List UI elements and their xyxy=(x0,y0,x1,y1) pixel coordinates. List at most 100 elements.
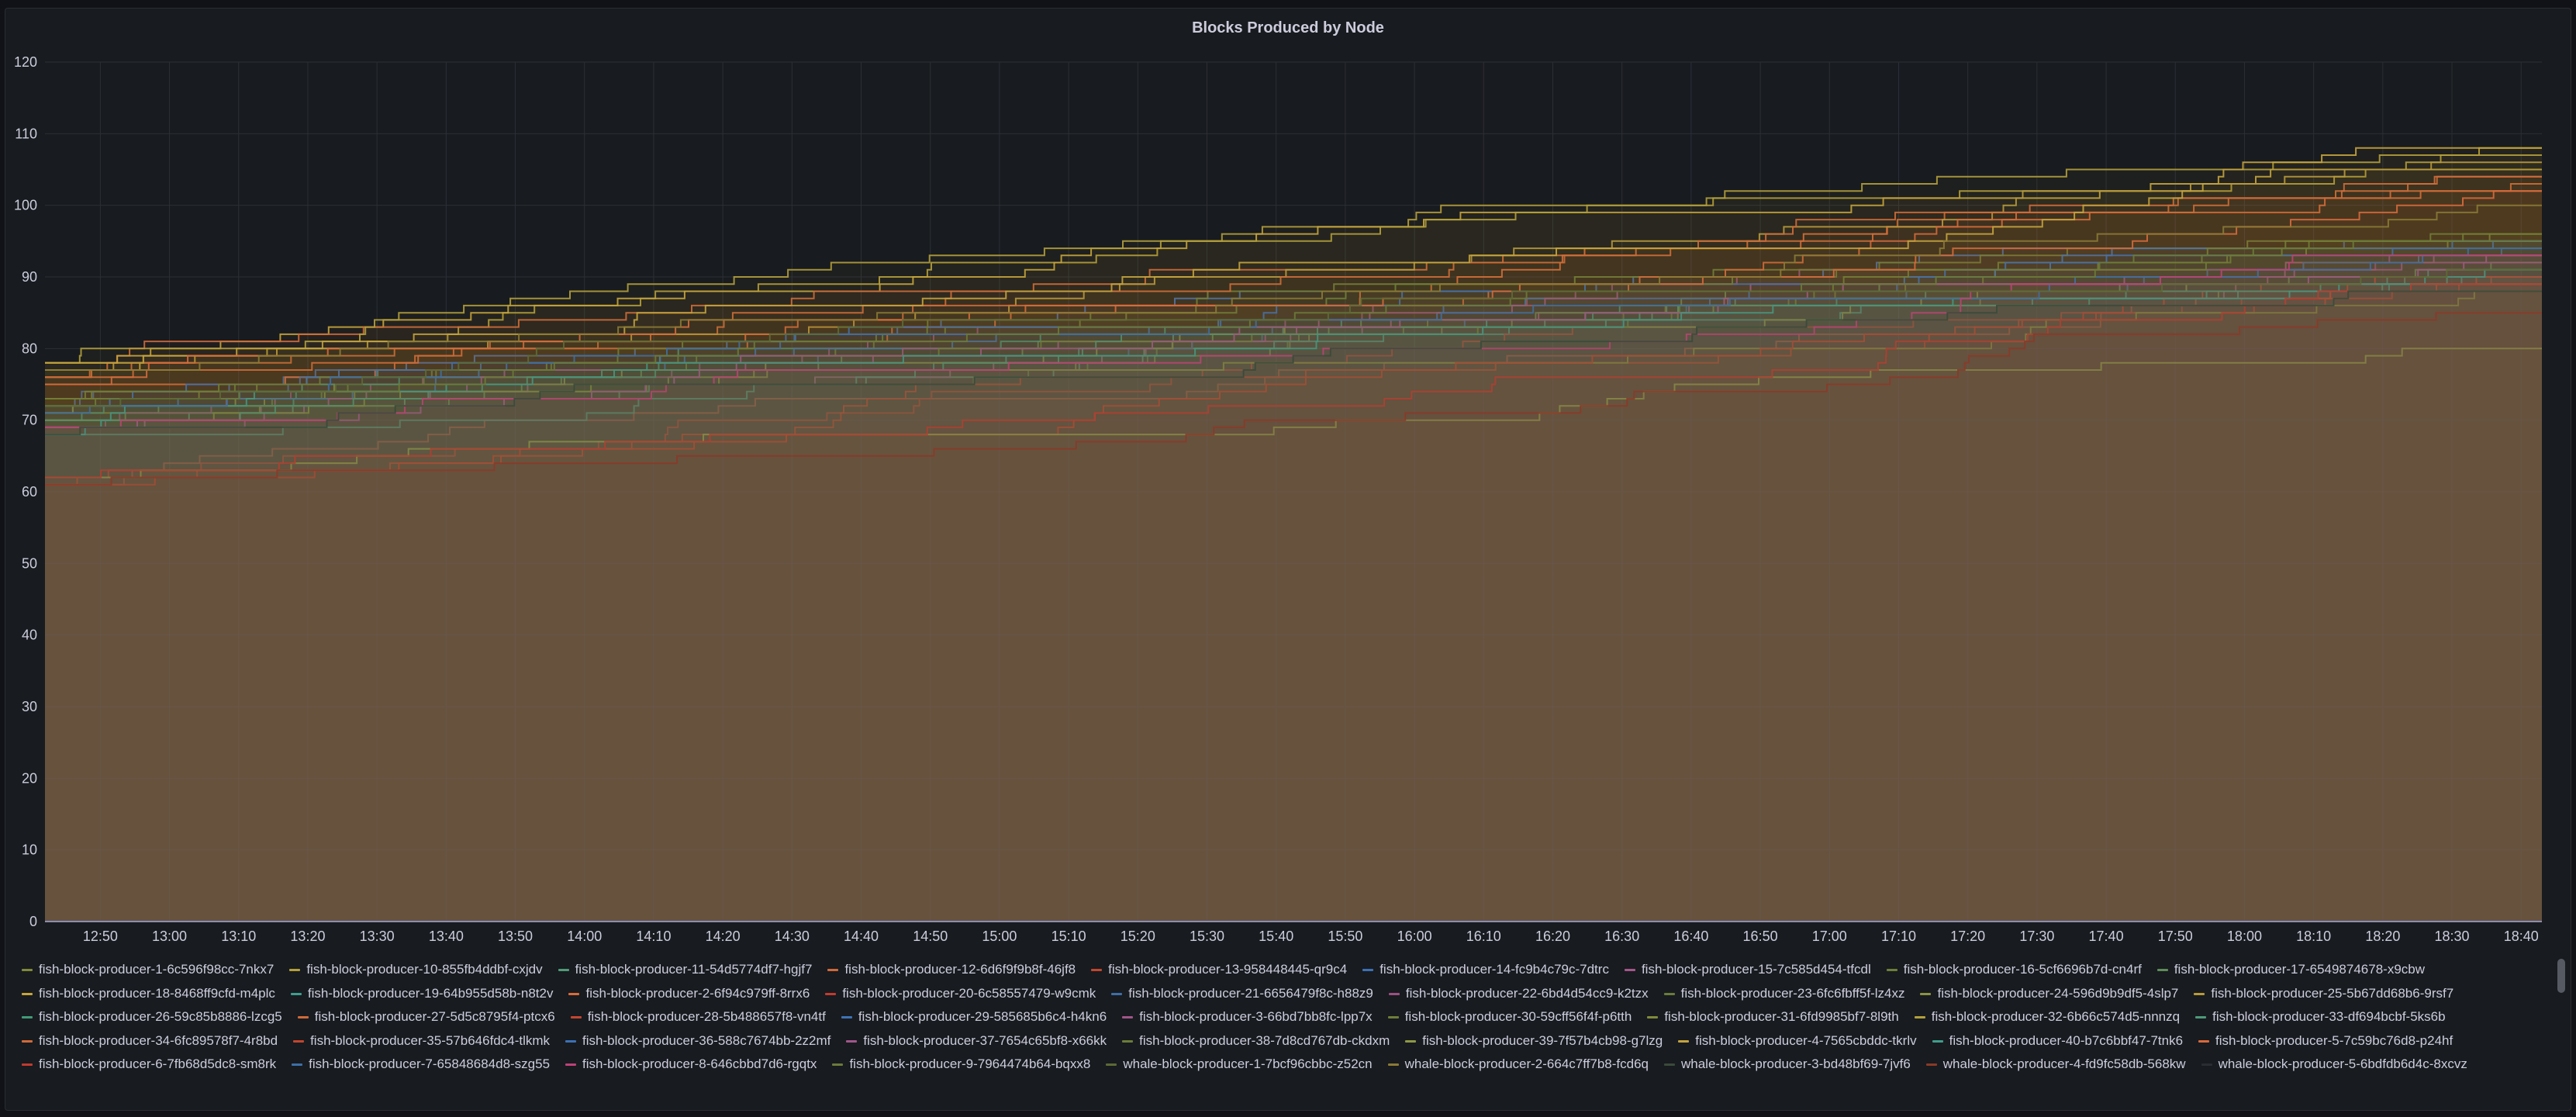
legend-item[interactable]: fish-block-producer-12-6d6f9f9b8f-46jf8 xyxy=(827,958,1076,982)
series-line xyxy=(45,154,2542,364)
legend-item[interactable]: fish-block-producer-33-df694bcbf-5ks6b xyxy=(2195,1005,2446,1029)
x-tick-label: 13:00 xyxy=(152,929,187,944)
legend-swatch xyxy=(1387,1016,1399,1019)
series-line xyxy=(45,161,2542,371)
series-area xyxy=(45,240,2542,922)
legend-item[interactable]: fish-block-producer-31-6fd9985bf7-8l9th xyxy=(1647,1005,1899,1029)
series-area xyxy=(45,277,2542,922)
legend-item[interactable]: fish-block-producer-40-b7c6bbf47-7tnk6 xyxy=(1932,1029,2183,1053)
x-tick-label: 18:00 xyxy=(2227,929,2262,944)
legend-item[interactable]: fish-block-producer-24-596d9b9df5-4slp7 xyxy=(1920,982,2178,1006)
legend-item[interactable]: fish-block-producer-17-6549874678-x9cbw xyxy=(2156,958,2425,982)
legend-item[interactable]: fish-block-producer-30-59cff56f4f-p6tth xyxy=(1387,1005,1632,1029)
legend-item[interactable]: fish-block-producer-1-6c596f98cc-7nkx7 xyxy=(22,958,274,982)
legend-item[interactable]: fish-block-producer-8-646cbbd7d6-rgqtx xyxy=(565,1053,817,1077)
legend-item[interactable]: fish-block-producer-3-66bd7bb8fc-lpp7x xyxy=(1122,1005,1373,1029)
legend-swatch xyxy=(1932,1039,1943,1043)
legend-item[interactable]: fish-block-producer-39-7f57b4cb98-g7lzg xyxy=(1405,1029,1663,1053)
legend-label: fish-block-producer-5-7c59bc76d8-p24hf xyxy=(2215,1032,2453,1048)
legend-item[interactable]: fish-block-producer-25-5b67dd68b6-9rsf7 xyxy=(2194,982,2453,1006)
legend-item[interactable]: fish-block-producer-32-6b66c574d5-nnnzq xyxy=(1914,1005,2181,1029)
legend-item[interactable]: fish-block-producer-22-6bd4d54cc9-k2tzx xyxy=(1388,982,1649,1006)
legend-swatch xyxy=(2156,969,2168,972)
legend-item[interactable]: fish-block-producer-27-5d5c8795f4-ptcx6 xyxy=(297,1005,555,1029)
series-line xyxy=(45,247,2542,414)
legend-swatch xyxy=(22,969,33,972)
legend-label: fish-block-producer-10-855fb4ddbf-cxjdv xyxy=(306,962,543,977)
x-tick-label: 14:00 xyxy=(567,929,602,944)
legend-item[interactable]: fish-block-producer-15-7c585d454-tfcdl xyxy=(1624,958,1871,982)
legend-item[interactable]: fish-block-producer-14-fc9b4c79c-7dtrc xyxy=(1362,958,1609,982)
series-area xyxy=(45,284,2542,922)
legend-item[interactable]: fish-block-producer-11-54d5774df7-hgjf7 xyxy=(558,958,813,982)
legend-swatch xyxy=(846,1039,858,1043)
series-area xyxy=(45,233,2542,922)
legend-item[interactable]: fish-block-producer-36-588c7674bb-2z2mf xyxy=(565,1029,830,1053)
legend-item[interactable]: fish-block-producer-6-7fb68d5dc8-sm8rk xyxy=(22,1053,276,1077)
legend-item[interactable]: fish-block-producer-37-7654c65bf8-x66kk xyxy=(846,1029,1107,1053)
legend-swatch xyxy=(565,1063,577,1067)
series-area xyxy=(45,248,2542,922)
legend-item[interactable]: fish-block-producer-34-6fc89578f7-4r8bd xyxy=(22,1029,278,1053)
legend-item[interactable]: fish-block-producer-19-64b955d58b-n8t2v xyxy=(290,982,553,1006)
legend-item[interactable]: fish-block-producer-5-7c59bc76d8-p24hf xyxy=(2198,1029,2453,1053)
series-area xyxy=(45,269,2542,922)
legend-scroll-thumb[interactable] xyxy=(2557,959,2565,993)
legend-swatch xyxy=(2195,1016,2207,1019)
legend-label: fish-block-producer-27-5d5c8795f4-ptcx6 xyxy=(314,1009,555,1024)
legend-swatch xyxy=(1925,1063,1937,1067)
x-tick-label: 15:20 xyxy=(1121,929,1155,944)
legend-item[interactable]: fish-block-producer-4-7565cbddc-tkrlv xyxy=(1678,1029,1917,1053)
legend-scrollbar[interactable] xyxy=(2557,959,2565,1083)
legend-swatch xyxy=(293,1039,305,1043)
series-area xyxy=(45,233,2542,922)
legend-label: fish-block-producer-1-6c596f98cc-7nkx7 xyxy=(39,962,275,977)
legend-label: fish-block-producer-20-6c58557479-w9cmk xyxy=(842,985,1096,1001)
legend-label: fish-block-producer-30-59cff56f4f-p6tth xyxy=(1404,1009,1632,1024)
x-tick-label: 18:20 xyxy=(2365,929,2400,944)
legend-item[interactable]: fish-block-producer-18-8468ff9cfd-m4plc xyxy=(22,982,275,1006)
series-line xyxy=(45,240,2542,407)
legend-label: fish-block-producer-29-585685b6c4-h4kn6 xyxy=(858,1009,1107,1024)
x-tick-label: 17:30 xyxy=(2019,929,2054,944)
legend-item[interactable]: fish-block-producer-38-7d8cd767db-ckdxm xyxy=(1122,1029,1390,1053)
legend-item[interactable]: fish-block-producer-7-65848684d8-szg55 xyxy=(292,1053,550,1077)
legend-label: whale-block-producer-3-bd48bf69-7jvf6 xyxy=(1681,1056,1911,1071)
legend-item[interactable]: fish-block-producer-21-6656479f8c-h88z9 xyxy=(1111,982,1373,1006)
legend-item[interactable]: fish-block-producer-9-7964474b64-bqxx8 xyxy=(832,1053,1090,1077)
series-area xyxy=(45,255,2542,922)
legend-swatch xyxy=(1914,1016,1925,1019)
series-area xyxy=(45,255,2542,922)
legend-item[interactable]: fish-block-producer-20-6c58557479-w9cmk xyxy=(825,982,1096,1006)
legend-item[interactable]: fish-block-producer-23-6fc6fbff5f-lz4xz xyxy=(1663,982,1904,1006)
legend-item[interactable]: fish-block-producer-28-5b488657f8-vn4tf xyxy=(570,1005,826,1029)
legend-item[interactable]: whale-block-producer-2-664c7ff7b8-fcd6q xyxy=(1387,1053,1649,1077)
series-area xyxy=(45,269,2542,922)
legend-swatch xyxy=(2198,1039,2210,1043)
legend-swatch xyxy=(1387,1063,1399,1067)
legend-item[interactable]: fish-block-producer-26-59c85b8886-lzcg5 xyxy=(22,1005,282,1029)
legend-item[interactable]: whale-block-producer-1-7bcf96cbbc-z52cn xyxy=(1106,1053,1373,1077)
y-tick-label: 80 xyxy=(22,341,37,356)
legend-item[interactable]: fish-block-producer-29-585685b6c4-h4kn6 xyxy=(841,1005,1107,1029)
legend-item[interactable]: whale-block-producer-5-6bdfdb6d4c-8xcvz xyxy=(2201,1053,2467,1077)
legend-item[interactable]: fish-block-producer-35-57b646fdc4-tlkmk xyxy=(293,1029,550,1053)
legend-label: fish-block-producer-26-59c85b8886-lzcg5 xyxy=(39,1009,282,1024)
series-area xyxy=(45,348,2542,922)
legend-swatch xyxy=(1664,1063,1675,1067)
legend-item[interactable]: whale-block-producer-4-fd9fc58db-568kw xyxy=(1925,1053,2186,1077)
legend-label: fish-block-producer-32-6b66c574d5-nnnzq xyxy=(1931,1009,2181,1024)
legend-swatch xyxy=(1663,992,1675,995)
x-tick-label: 14:10 xyxy=(636,929,671,944)
legend-item[interactable]: fish-block-producer-2-6f94c979ff-8rrx6 xyxy=(568,982,810,1006)
legend-item[interactable]: whale-block-producer-3-bd48bf69-7jvf6 xyxy=(1664,1053,1911,1077)
legend-item[interactable]: fish-block-producer-16-5cf6696b7d-cn4rf xyxy=(1886,958,2142,982)
legend-label: fish-block-producer-11-54d5774df7-hgjf7 xyxy=(575,962,813,977)
y-tick-label: 10 xyxy=(22,842,37,858)
legend-swatch xyxy=(565,1039,577,1043)
legend-item[interactable]: fish-block-producer-13-958448445-qr9c4 xyxy=(1091,958,1347,982)
y-tick-label: 0 xyxy=(29,914,37,929)
x-tick-label: 18:40 xyxy=(2504,929,2539,944)
legend-item[interactable]: fish-block-producer-10-855fb4ddbf-cxjdv xyxy=(289,958,543,982)
